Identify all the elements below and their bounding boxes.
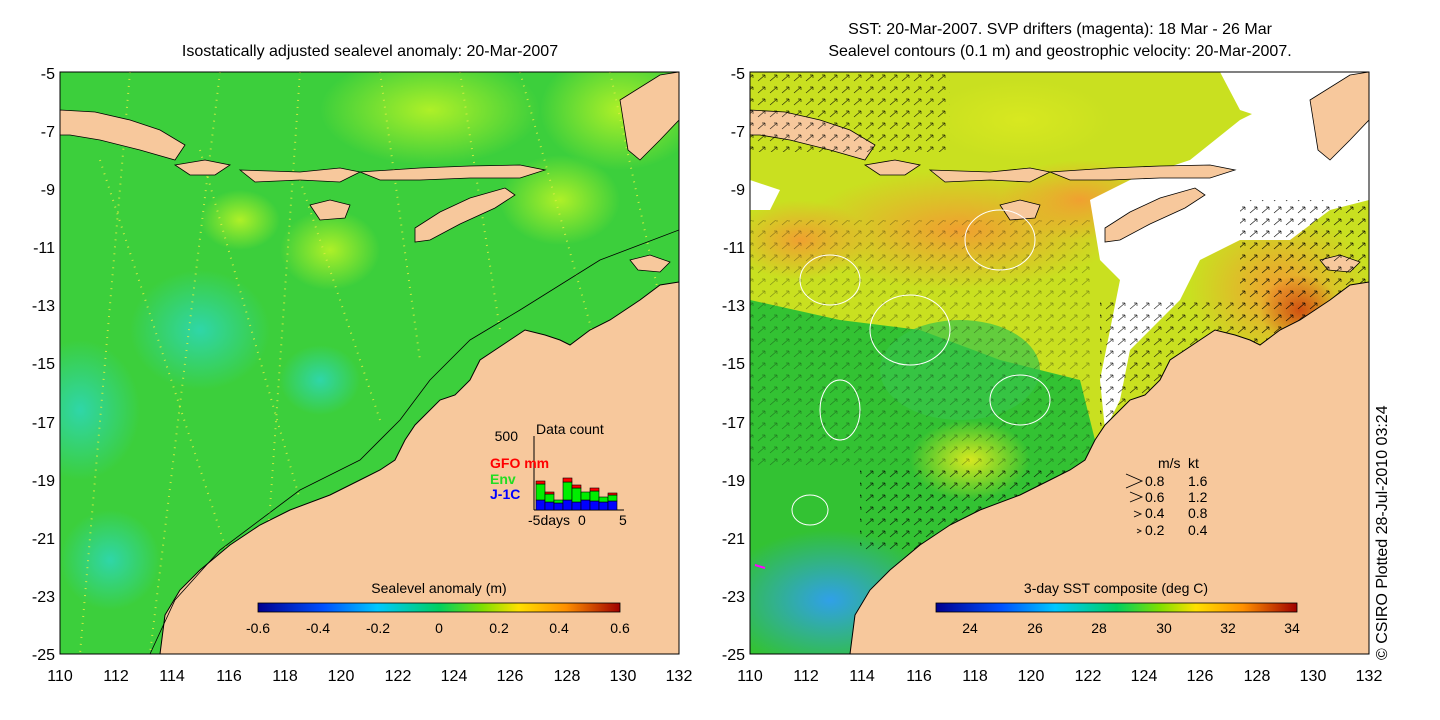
- inset-xtick: 5: [619, 512, 627, 528]
- legend-kt: 1.2: [1188, 489, 1208, 505]
- legend-kt: 1.6: [1188, 473, 1208, 489]
- legend-gfo: GFO mm: [490, 455, 549, 471]
- colorbar-label: Sealevel anomaly (m): [371, 580, 506, 596]
- y-tick: -25: [722, 647, 745, 664]
- y-tick: -13: [32, 298, 55, 315]
- colorbar-tick: 30: [1156, 620, 1172, 636]
- legend-header-ms: m/s: [1158, 455, 1181, 471]
- legend-ms: 0.4: [1145, 505, 1165, 521]
- legend-ms: 0.2: [1145, 522, 1165, 538]
- right-x-axis: 110 112 114 116 118 120 122 124 126 128 …: [737, 668, 1382, 685]
- left-map: -5 -7 -9 -11 -13 -15 -17 -19 -21 -23 -25…: [32, 66, 693, 685]
- y-tick: -19: [722, 473, 745, 490]
- colorbar-tick: 24: [962, 620, 978, 636]
- right-colorbar: 3-day SST composite (deg C) 24 26 28 30 …: [935, 580, 1300, 636]
- credit-text: © CSIRO Plotted 28-Jul-2010 03:24: [1374, 405, 1391, 660]
- x-tick: 110: [47, 668, 73, 685]
- x-tick: 128: [554, 668, 581, 685]
- right-panel-title-line1: SST: 20-Mar-2007. SVP drifters (magenta)…: [848, 21, 1272, 38]
- inset-title: Data count: [536, 421, 604, 437]
- y-tick: -21: [32, 531, 55, 548]
- x-tick: 122: [1075, 668, 1102, 685]
- legend-ms: 0.6: [1145, 489, 1165, 505]
- colorbar-tick: 34: [1284, 620, 1300, 636]
- y-tick: -11: [33, 240, 55, 257]
- y-tick: -23: [32, 589, 55, 606]
- x-tick: 128: [1244, 668, 1271, 685]
- colorbar-tick: -0.4: [306, 620, 330, 636]
- x-tick: 116: [216, 668, 242, 685]
- x-tick: 120: [328, 668, 355, 685]
- x-tick: 132: [666, 668, 693, 685]
- inset-ymax: 500: [495, 428, 519, 444]
- colorbar-tick: -0.6: [246, 620, 270, 636]
- y-tick: -5: [41, 66, 55, 83]
- colorbar-tick: -0.2: [366, 620, 390, 636]
- y-tick: -21: [722, 531, 745, 548]
- x-tick: 112: [103, 668, 129, 685]
- colorbar-tick: 28: [1091, 620, 1107, 636]
- x-tick: 132: [1356, 668, 1383, 685]
- colorbar-tick: 0.4: [549, 620, 569, 636]
- x-tick: 130: [610, 668, 637, 685]
- y-tick: -7: [731, 124, 745, 141]
- data-count-inset: Data count 500 GFO mm Env J-1C -5days 0 …: [490, 421, 627, 528]
- y-tick: -13: [722, 298, 745, 315]
- y-tick: -9: [41, 182, 55, 199]
- x-tick: 118: [272, 668, 298, 685]
- australia-landmass: [159, 281, 679, 654]
- x-tick: 122: [385, 668, 412, 685]
- legend-kt: 0.4: [1188, 522, 1208, 538]
- y-tick: -23: [722, 589, 745, 606]
- x-tick: 126: [1187, 668, 1214, 685]
- legend-j1c: J-1C: [490, 486, 520, 502]
- y-tick: -9: [731, 182, 745, 199]
- australia-landmass: [849, 281, 1369, 654]
- y-tick: -25: [32, 647, 55, 664]
- y-tick: -17: [32, 415, 55, 432]
- left-y-axis: -5 -7 -9 -11 -13 -15 -17 -19 -21 -23 -25: [32, 66, 55, 664]
- left-panel-title: Isostatically adjusted sealevel anomaly:…: [181, 43, 559, 60]
- legend-kt: 0.8: [1188, 505, 1208, 521]
- x-tick: 126: [497, 668, 524, 685]
- y-tick: -5: [731, 66, 745, 83]
- y-tick: -19: [32, 473, 55, 490]
- x-tick: 120: [1018, 668, 1045, 685]
- x-tick: 124: [1131, 668, 1158, 685]
- colorbar-tick: 0.6: [610, 620, 630, 636]
- right-map: -5 -7 -9 -11 -13 -15 -17 -19 -21 -23 -25…: [722, 66, 1383, 685]
- colorbar-tick: 32: [1220, 620, 1236, 636]
- x-tick: 116: [906, 668, 932, 685]
- left-x-axis: 110 112 114 116 118 120 122 124 126 128 …: [47, 668, 692, 685]
- y-tick: -15: [722, 356, 745, 373]
- colorbar-tick: 0: [435, 620, 443, 636]
- velocity-legend: m/s kt 0.8 1.6 0.6 1.2 0.4 0.8 0.2 0.4: [1125, 455, 1208, 538]
- colorbar-label: 3-day SST composite (deg C): [1024, 580, 1208, 596]
- islands: [60, 72, 679, 273]
- x-tick: 114: [159, 668, 185, 685]
- left-colorbar: Sealevel anomaly (m) -0.6 -0.4 -0.2 0 0.…: [246, 580, 630, 636]
- right-y-axis: -5 -7 -9 -11 -13 -15 -17 -19 -21 -23 -25: [722, 66, 745, 664]
- x-tick: 130: [1300, 668, 1327, 685]
- legend-env: Env: [490, 471, 516, 487]
- cloud-cover: [1090, 72, 1369, 430]
- x-tick: 124: [441, 668, 468, 685]
- colorbar-tick: 0.2: [489, 620, 509, 636]
- x-tick: 114: [849, 668, 875, 685]
- legend-header-kt: kt: [1188, 455, 1199, 471]
- y-tick: -11: [723, 240, 745, 257]
- colorbar-tick: 26: [1027, 620, 1043, 636]
- y-tick: -17: [722, 415, 745, 432]
- inset-xtick: -5days: [528, 512, 570, 528]
- y-tick: -7: [41, 124, 55, 141]
- legend-ms: 0.8: [1145, 473, 1165, 489]
- x-tick: 110: [737, 668, 763, 685]
- inset-xtick: 0: [578, 512, 586, 528]
- x-tick: 112: [793, 668, 819, 685]
- right-panel-title-line2: Sealevel contours (0.1 m) and geostrophi…: [828, 43, 1292, 60]
- x-tick: 118: [962, 668, 988, 685]
- y-tick: -15: [32, 356, 55, 373]
